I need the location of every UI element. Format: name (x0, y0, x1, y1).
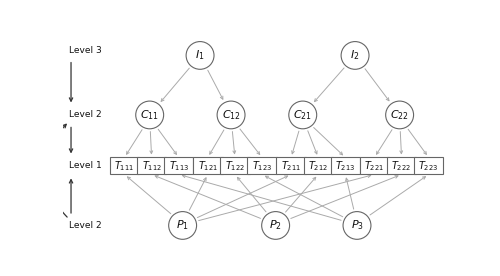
Ellipse shape (217, 101, 245, 129)
Text: Level 2: Level 2 (70, 221, 102, 230)
Ellipse shape (341, 42, 369, 69)
Ellipse shape (289, 101, 316, 129)
Text: $T_{223}$: $T_{223}$ (418, 159, 439, 173)
FancyBboxPatch shape (276, 158, 306, 174)
Text: $C_{11}$: $C_{11}$ (140, 108, 159, 122)
Ellipse shape (386, 101, 413, 129)
Ellipse shape (262, 212, 289, 239)
Text: $C_{22}$: $C_{22}$ (390, 108, 409, 122)
Ellipse shape (168, 212, 196, 239)
Ellipse shape (136, 101, 164, 129)
Text: $T_{121}$: $T_{121}$ (198, 159, 218, 173)
Text: $T_{222}$: $T_{222}$ (392, 159, 411, 173)
FancyBboxPatch shape (220, 158, 250, 174)
Text: $P_3$: $P_3$ (350, 219, 364, 232)
FancyBboxPatch shape (304, 158, 333, 174)
Text: $T_{213}$: $T_{213}$ (335, 159, 355, 173)
FancyBboxPatch shape (414, 158, 444, 174)
FancyBboxPatch shape (248, 158, 277, 174)
FancyBboxPatch shape (110, 158, 139, 174)
Text: $T_{112}$: $T_{112}$ (142, 159, 162, 173)
Text: Level 1: Level 1 (70, 161, 102, 171)
Text: $T_{212}$: $T_{212}$ (308, 159, 328, 173)
FancyBboxPatch shape (164, 158, 194, 174)
Text: $T_{113}$: $T_{113}$ (168, 159, 189, 173)
Text: $T_{123}$: $T_{123}$ (252, 159, 272, 173)
Ellipse shape (186, 42, 214, 69)
FancyArrowPatch shape (44, 124, 67, 217)
Text: Level 3: Level 3 (70, 46, 102, 55)
Text: Level 2: Level 2 (70, 110, 102, 120)
Text: $T_{111}$: $T_{111}$ (114, 159, 134, 173)
FancyBboxPatch shape (193, 158, 222, 174)
Text: $T_{211}$: $T_{211}$ (281, 159, 301, 173)
Text: $I_1$: $I_1$ (196, 49, 205, 62)
Text: $T_{221}$: $T_{221}$ (364, 159, 384, 173)
Text: $C_{12}$: $C_{12}$ (222, 108, 240, 122)
Text: $P_2$: $P_2$ (269, 219, 282, 232)
Text: $T_{122}$: $T_{122}$ (225, 159, 245, 173)
Text: $C_{21}$: $C_{21}$ (294, 108, 312, 122)
Text: $I_2$: $I_2$ (350, 49, 360, 62)
FancyBboxPatch shape (137, 158, 166, 174)
FancyBboxPatch shape (387, 158, 416, 174)
Text: $P_1$: $P_1$ (176, 219, 189, 232)
FancyBboxPatch shape (360, 158, 389, 174)
FancyBboxPatch shape (330, 158, 360, 174)
Ellipse shape (343, 212, 371, 239)
